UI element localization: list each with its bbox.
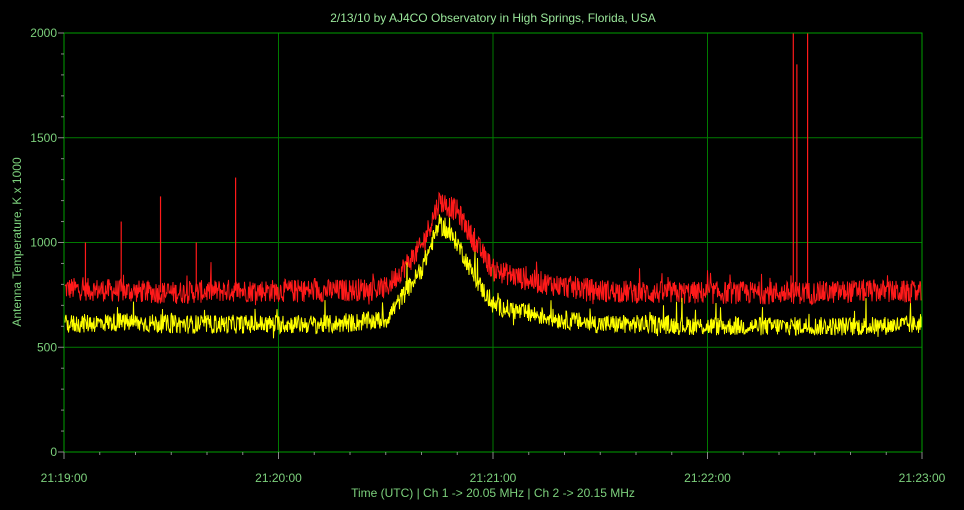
x-axis-ticks: 21:19:00 21:20:00 21:21:00 21:22:00 21:23:00 <box>41 452 946 485</box>
y-tick-label: 2000 <box>30 26 57 40</box>
x-tick-label: 21:21:00 <box>470 471 517 485</box>
x-tick-label: 21:23:00 <box>899 471 946 485</box>
y-tick-label: 1000 <box>30 236 57 250</box>
grid-lines <box>64 33 922 452</box>
series-line <box>64 191 922 306</box>
x-tick-label: 21:22:00 <box>684 471 731 485</box>
series-lines <box>64 33 922 339</box>
series-line <box>64 214 922 339</box>
y-axis-ticks: 0 500 1000 1500 2000 <box>30 26 64 459</box>
y-tick-label: 0 <box>50 445 57 459</box>
y-axis-label: Antenna Temperature, K x 1000 <box>10 157 24 327</box>
chart-title: 2/13/10 by AJ4CO Observatory in High Spr… <box>330 11 655 25</box>
y-tick-label: 1500 <box>30 131 57 145</box>
x-tick-label: 21:20:00 <box>255 471 302 485</box>
x-axis-label: Time (UTC) | Ch 1 -> 20.05 MHz | Ch 2 ->… <box>351 486 635 500</box>
x-tick-label: 21:19:00 <box>41 471 88 485</box>
y-tick-label: 500 <box>37 340 57 354</box>
